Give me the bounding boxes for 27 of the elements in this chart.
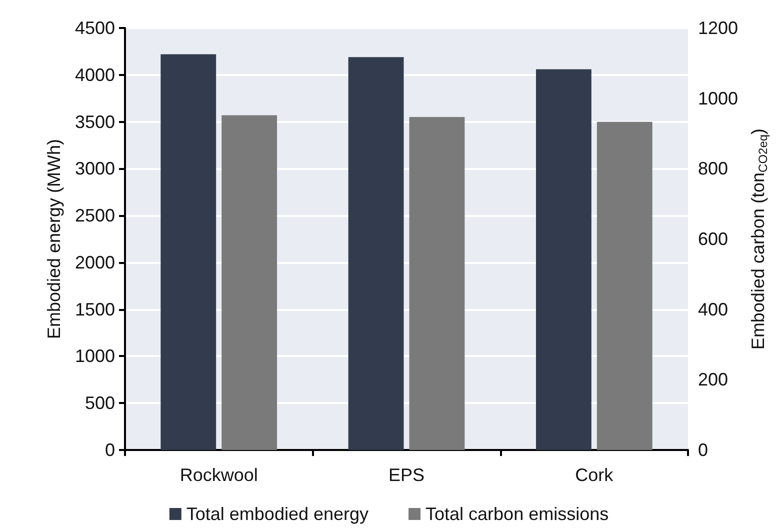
y-tick-label: 4000 bbox=[74, 64, 115, 85]
y-tick-label: 1500 bbox=[74, 299, 115, 320]
legend-label: Total embodied energy bbox=[186, 504, 369, 524]
y2-tick-label: 1200 bbox=[698, 18, 738, 38]
y-tick-label: 2500 bbox=[74, 206, 115, 226]
y-tick-label: 1000 bbox=[74, 346, 115, 366]
y2-tick-label: 600 bbox=[698, 229, 728, 249]
legend-label: Total carbon emissions bbox=[426, 504, 609, 524]
y2-tick-label: 1000 bbox=[698, 88, 738, 108]
y2-axis-title: Embodied carbon (tonCO2eq) bbox=[748, 128, 770, 350]
x-tick-label: Rockwool bbox=[180, 465, 258, 485]
y-tick-label: 0 bbox=[104, 440, 115, 460]
bar bbox=[160, 54, 216, 450]
y2-tick-label: 800 bbox=[698, 158, 728, 179]
y2-tick-label: 200 bbox=[698, 370, 728, 390]
y2-tick-label: 400 bbox=[698, 299, 728, 320]
y-tick-label: 4500 bbox=[74, 18, 115, 38]
y-axis-title: Embodied energy (MWh) bbox=[44, 138, 64, 340]
y2-tick-label: 0 bbox=[698, 440, 708, 460]
y-tick-label: 500 bbox=[84, 393, 115, 414]
y-tick-label: 2000 bbox=[74, 252, 115, 272]
bar bbox=[348, 57, 404, 450]
x-tick-label: EPS bbox=[388, 465, 425, 485]
x-tick-label: Cork bbox=[575, 465, 614, 485]
y-tick-label: 3000 bbox=[74, 158, 115, 179]
y-tick-label: 3500 bbox=[74, 112, 115, 132]
bar bbox=[536, 69, 592, 450]
